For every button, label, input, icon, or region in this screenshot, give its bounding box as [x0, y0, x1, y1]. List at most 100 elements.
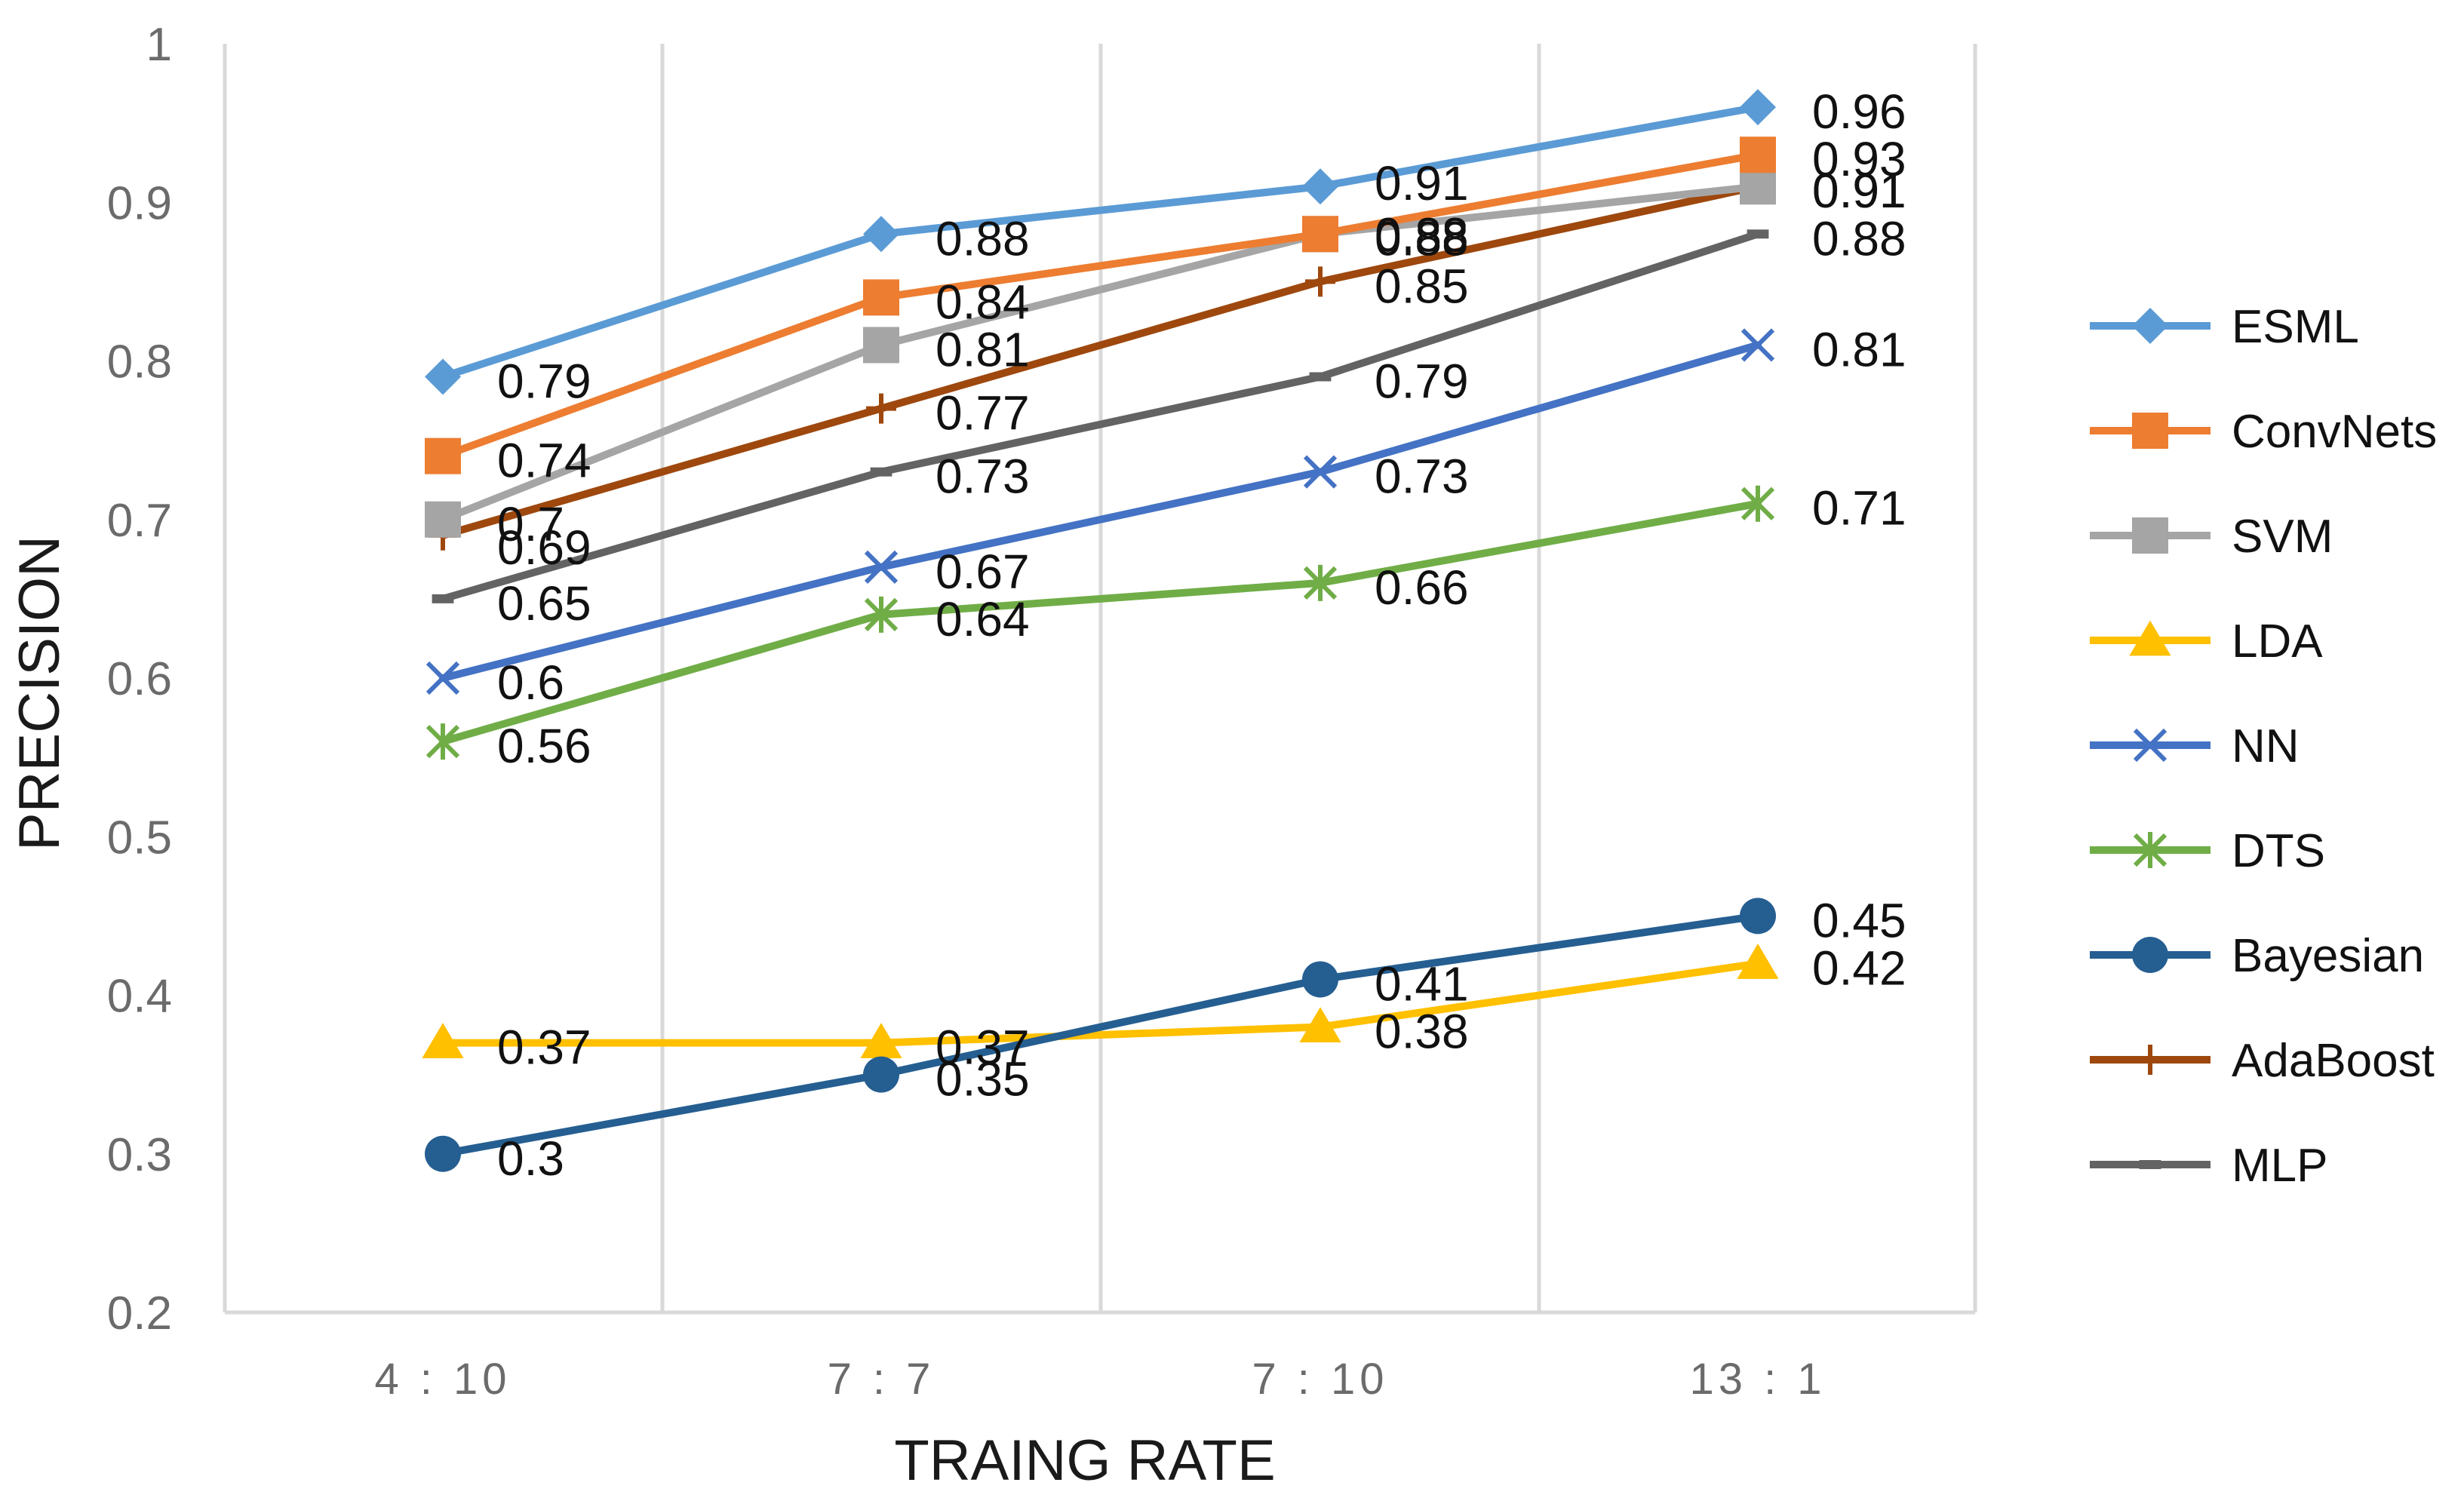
data-label-lda: 0.38	[1375, 1005, 1469, 1059]
x-tick-label: 7 : 7	[828, 1355, 936, 1404]
data-label-mlp: 0.73	[936, 450, 1030, 504]
data-label-nn: 0.67	[936, 545, 1030, 599]
data-label-esml: 0.96	[1812, 84, 1906, 139]
legend-label-adaboost: AdaBoost	[2232, 1035, 2435, 1087]
point-adaboost	[866, 393, 896, 424]
y-tick-label: 0.5	[107, 812, 172, 864]
data-label-adaboost: 0.69	[497, 520, 591, 575]
legend: ESML ConvNets SVM LDA NN DTS Bayesian AdaBoost M…	[2090, 301, 2437, 1192]
data-label-nn: 0.6	[497, 655, 564, 710]
data-label-dts: 0.71	[1812, 481, 1906, 536]
grid-layer	[223, 44, 1977, 1315]
data-label-bayesian: 0.45	[1812, 893, 1906, 947]
data-label-dts: 0.66	[1375, 560, 1469, 615]
point-nn	[1740, 328, 1775, 362]
legend-label-convnets: ConvNets	[2232, 406, 2437, 458]
data-label-adaboost: 0.85	[1375, 259, 1469, 313]
legend-item-convnets: ConvNets	[2090, 406, 2437, 458]
series-dts	[426, 485, 1775, 760]
legend-marker-esml	[2132, 308, 2168, 344]
y-axis-title: PRECISION	[8, 536, 72, 851]
point-convnets	[1302, 216, 1338, 253]
data-label-dts: 0.56	[497, 719, 591, 773]
series-line-lda	[439, 959, 1762, 1047]
point-bayesian	[425, 1135, 461, 1172]
legend-marker-mlp	[2139, 1160, 2161, 1169]
y-tick-label: 0.3	[107, 1129, 172, 1181]
y-tick-label: 0.2	[107, 1288, 172, 1340]
point-dts	[864, 596, 899, 633]
legend-marker-convnets	[2132, 413, 2168, 449]
series-line-esml	[439, 103, 1762, 381]
point-lda	[422, 1023, 464, 1058]
series-line-mlp	[439, 230, 1762, 603]
series-line-svm	[439, 183, 1762, 523]
x-tick-label: 4 : 10	[374, 1355, 511, 1404]
series-line-dts	[439, 499, 1762, 746]
point-svm	[1740, 168, 1776, 205]
data-label-bayesian: 0.41	[1375, 956, 1469, 1011]
data-label-adaboost: 0.77	[936, 386, 1030, 440]
point-convnets	[863, 279, 899, 316]
point-bayesian	[1302, 961, 1338, 998]
point-nn	[864, 550, 899, 584]
point-svm	[425, 501, 461, 538]
point-convnets	[425, 437, 461, 474]
series-esml	[425, 89, 1776, 395]
y-tick-label: 0.6	[107, 653, 172, 705]
x-tick-label: 7 : 10	[1252, 1355, 1388, 1404]
data-label-esml: 0.91	[1375, 156, 1469, 210]
point-lda	[860, 1023, 902, 1058]
legend-marker-lda	[2129, 620, 2171, 656]
point-lda	[1299, 1007, 1341, 1042]
x-tick-label: 13 : 1	[1689, 1355, 1826, 1404]
legend-marker-dts	[2133, 832, 2168, 868]
x-axis-title: TRAING RATE	[894, 1429, 1275, 1493]
data-label-convnets: 0.74	[497, 434, 591, 488]
legend-item-bayesian: Bayesian	[2090, 930, 2424, 982]
point-mlp	[1747, 229, 1769, 239]
series-line-bayesian	[439, 912, 1762, 1158]
data-label-convnets: 0.84	[936, 275, 1030, 329]
data-label-lda: 0.37	[497, 1021, 591, 1075]
legend-marker-bayesian	[2132, 937, 2168, 973]
data-label-mlp: 0.65	[497, 576, 591, 631]
legend-label-lda: LDA	[2232, 615, 2323, 668]
data-label-esml: 0.88	[936, 211, 1030, 266]
y-tick-label: 0.8	[107, 336, 172, 388]
data-label-svm: 0.88	[1375, 211, 1469, 266]
point-mlp	[432, 594, 454, 603]
point-esml	[1740, 89, 1776, 126]
legend-item-dts: DTS	[2090, 825, 2325, 877]
series-bayesian	[425, 898, 1776, 1172]
point-mlp	[870, 467, 893, 477]
data-label-bayesian: 0.35	[936, 1052, 1030, 1107]
point-dts	[1740, 485, 1775, 522]
data-label-convnets: 0.88	[1375, 207, 1469, 262]
legend-marker-svm	[2132, 517, 2168, 554]
legend-label-esml: ESML	[2232, 301, 2359, 353]
legend-item-mlp: MLP	[2090, 1140, 2327, 1192]
point-dts	[426, 723, 460, 760]
label-layer: 0.790.880.910.960.740.840.880.930.70.810…	[497, 84, 1906, 1186]
point-nn	[426, 661, 460, 695]
series-nn	[426, 328, 1775, 695]
point-adaboost	[1305, 266, 1335, 297]
point-mlp	[1309, 372, 1332, 382]
data-label-svm: 0.81	[936, 322, 1030, 376]
legend-marker-adaboost	[2135, 1045, 2165, 1075]
legend-label-dts: DTS	[2232, 825, 2325, 877]
legend-label-bayesian: Bayesian	[2232, 930, 2424, 982]
series-line-nn	[439, 341, 1762, 682]
legend-item-nn: NN	[2090, 720, 2300, 772]
data-label-mlp: 0.79	[1375, 355, 1469, 409]
series-convnets	[425, 137, 1776, 474]
legend-item-esml: ESML	[2090, 301, 2359, 353]
legend-label-svm: SVM	[2232, 511, 2333, 563]
point-esml	[425, 358, 461, 395]
data-label-lda: 0.37	[936, 1021, 1030, 1075]
y-tick-label: 0.4	[107, 971, 172, 1023]
legend-item-svm: SVM	[2090, 511, 2333, 563]
point-convnets	[1740, 137, 1776, 173]
